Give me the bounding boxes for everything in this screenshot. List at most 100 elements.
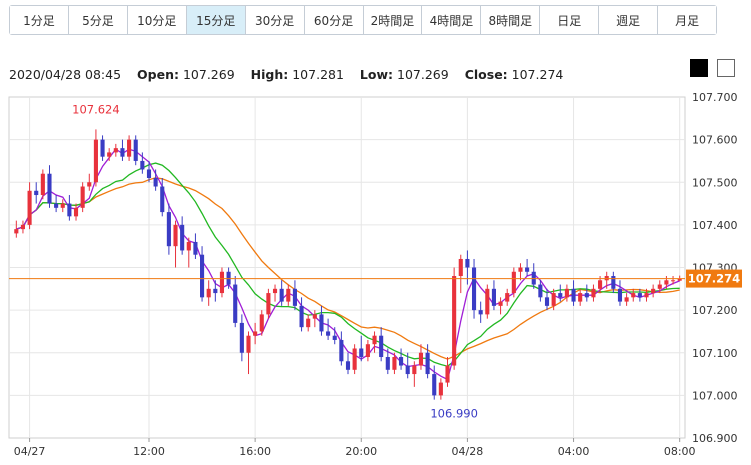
candle-body xyxy=(677,278,682,281)
tab-1[interactable]: 1分足 xyxy=(10,6,69,34)
candle-body xyxy=(34,190,39,196)
low-label: Low: xyxy=(359,67,394,82)
candle-body xyxy=(578,293,583,302)
x-tick-label: 04/28 xyxy=(452,445,484,458)
candle-body xyxy=(491,288,496,306)
candle-body xyxy=(591,288,596,298)
candle-body xyxy=(525,267,530,272)
low-value: 107.269 xyxy=(397,67,449,82)
x-tick-label: 16:00 xyxy=(239,445,271,458)
x-tick-label: 12:00 xyxy=(133,445,165,458)
candle-body xyxy=(339,339,344,362)
open-value: 107.269 xyxy=(182,67,235,82)
candle-body xyxy=(326,331,331,336)
candle-body xyxy=(186,241,191,251)
candle-body xyxy=(379,335,384,358)
tab-3[interactable]: 10分足 xyxy=(127,6,187,34)
candle-body xyxy=(617,288,623,302)
candle-body xyxy=(219,271,225,294)
ma-short-line xyxy=(16,148,680,381)
y-tick-label: 107.500 xyxy=(692,176,738,189)
candle-body xyxy=(418,352,424,366)
tab-12[interactable]: 月足 xyxy=(658,6,717,34)
candle-body xyxy=(67,203,72,217)
candle-body xyxy=(471,267,477,311)
candle-body xyxy=(670,280,676,282)
candle-body xyxy=(458,258,463,277)
candle-body xyxy=(47,173,52,204)
candle-body xyxy=(332,335,337,340)
tab-6[interactable]: 60分足 xyxy=(304,6,364,34)
candle-body xyxy=(511,271,516,294)
candle-body xyxy=(631,293,636,298)
candle-body xyxy=(299,305,304,328)
candle-body xyxy=(153,177,158,187)
candle-body xyxy=(571,288,576,302)
candle-body xyxy=(425,352,430,375)
candle-body xyxy=(399,357,404,366)
candle-body xyxy=(193,241,198,255)
candle-body xyxy=(259,314,264,332)
y-tick-label: 107.700 xyxy=(692,91,738,104)
candle-body xyxy=(551,293,556,306)
candle-body xyxy=(624,297,629,302)
candle-body xyxy=(611,276,616,289)
candle-body xyxy=(272,288,278,294)
y-tick-label: 107.200 xyxy=(692,304,738,317)
x-tick-label: 04:00 xyxy=(558,445,590,458)
candle-body xyxy=(140,160,145,170)
tab-7[interactable]: 2時間足 xyxy=(363,6,423,34)
tab-5[interactable]: 30分足 xyxy=(245,6,305,34)
ohlc-info: 2020/04/28 08:45 Open: 107.269 High: 107… xyxy=(9,67,563,82)
candle-body xyxy=(359,348,364,358)
candle-body xyxy=(445,365,450,383)
candle-body xyxy=(465,258,470,268)
candle-body xyxy=(166,212,171,247)
candle-body xyxy=(73,207,79,217)
candle-body xyxy=(564,288,569,298)
ma-mid-line xyxy=(16,162,680,367)
tab-10[interactable]: 日足 xyxy=(540,6,600,34)
tab-8[interactable]: 4時間足 xyxy=(422,6,482,34)
candle-body xyxy=(239,322,244,353)
candle-body xyxy=(306,318,311,328)
candle-body xyxy=(266,293,271,315)
ohlc-datetime: 2020/04/28 08:45 xyxy=(9,67,122,82)
candle-body xyxy=(14,229,19,234)
candle-body xyxy=(637,293,642,298)
candle-body xyxy=(133,139,138,161)
candle-body xyxy=(120,148,125,157)
candle-body xyxy=(80,186,85,208)
tab-9[interactable]: 8時間足 xyxy=(481,6,541,34)
tab-2[interactable]: 5分足 xyxy=(68,6,128,34)
candle-body xyxy=(206,288,211,298)
candle-body xyxy=(345,361,351,370)
dark-theme-button[interactable] xyxy=(690,59,708,77)
candle-body xyxy=(127,139,132,157)
tab-11[interactable]: 週足 xyxy=(599,6,659,34)
y-tick-label: 107.600 xyxy=(692,134,738,147)
candle-body xyxy=(213,288,218,294)
candle-body xyxy=(372,335,377,345)
high-value: 107.281 xyxy=(292,67,344,82)
candle-body xyxy=(233,284,238,323)
last-price-tag xyxy=(686,269,742,288)
candle-body xyxy=(538,284,543,298)
candle-body xyxy=(292,288,297,306)
candle-body xyxy=(246,335,251,353)
candle-body xyxy=(405,365,410,375)
candle-body xyxy=(54,203,59,208)
candle-body xyxy=(644,293,649,298)
light-theme-button[interactable] xyxy=(717,59,735,77)
candle-body xyxy=(657,284,662,289)
candle-body xyxy=(279,288,284,302)
candle-body xyxy=(498,301,503,306)
candle-body xyxy=(438,382,443,396)
candle-body xyxy=(518,267,523,272)
candle-body xyxy=(113,148,118,153)
open-label: Open: xyxy=(137,67,179,82)
candle-body xyxy=(60,203,65,208)
candle-body xyxy=(505,293,510,302)
tab-4[interactable]: 15分足 xyxy=(186,6,246,34)
candle-body xyxy=(107,152,112,157)
